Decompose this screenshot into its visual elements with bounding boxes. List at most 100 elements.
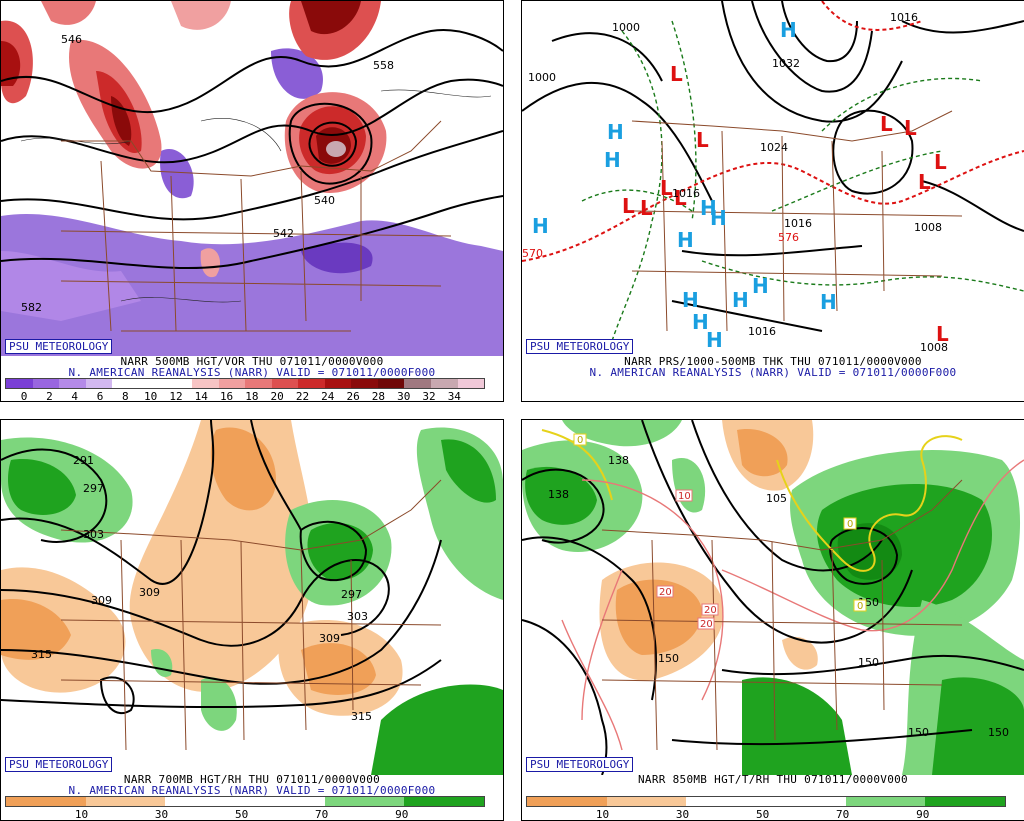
panel-title: NARR 500MB HGT/VOR THU 071011/0000V000 (120, 355, 384, 368)
panel-valid-time: N. AMERICAN REANALYSIS (NARR) VALID = 07… (589, 366, 957, 379)
colorbar-tick-label: 90 (916, 808, 930, 821)
colorbar-swatch (32, 379, 60, 388)
colorbar-tick-label: 34 (447, 390, 461, 403)
svg-text:H: H (732, 288, 749, 312)
svg-text:H: H (607, 120, 624, 144)
colorbar-tick-label: 6 (96, 390, 104, 403)
height-labels: 138 138 105 150 150 150 150 150 (548, 454, 1009, 739)
colorbar-swatch (404, 379, 431, 388)
contour-label: 540 (314, 194, 335, 207)
isobar-labels: 1000 1016 1032 1024 1016 1008 1008 1016 … (522, 11, 948, 354)
colorbar-tick-label: 2 (46, 390, 53, 403)
colorbar-swatch (6, 379, 33, 388)
svg-text:L: L (674, 186, 687, 210)
colorbar-swatch (351, 379, 378, 388)
rh-colorbar (5, 796, 485, 807)
svg-text:315: 315 (31, 648, 52, 661)
colorbar-swatch (165, 797, 246, 806)
colorbar-swatch (845, 797, 926, 806)
svg-text:1016: 1016 (784, 217, 812, 230)
colorbar-swatch (271, 379, 299, 388)
svg-text:H: H (780, 18, 797, 42)
svg-text:1008: 1008 (920, 341, 948, 354)
svg-text:L: L (918, 170, 931, 194)
svg-text:H: H (706, 328, 723, 352)
svg-text:0: 0 (857, 601, 863, 612)
colorbar-tick-label: 8 (122, 390, 129, 403)
colorbar-swatch (245, 379, 272, 388)
svg-text:L: L (880, 112, 893, 136)
colorbar-swatch (191, 379, 219, 388)
svg-text:1000: 1000 (528, 71, 556, 84)
svg-text:138: 138 (608, 454, 629, 467)
panel-title: NARR 850MB HGT/T/RH THU 071011/0000V000 (638, 773, 908, 786)
colorbar-tick-label: 16 (219, 390, 234, 403)
colorbar-tick-label: 20 (270, 390, 284, 403)
colorbar-swatch (85, 379, 113, 388)
svg-text:1016: 1016 (748, 325, 776, 338)
colorbar-swatch (324, 379, 352, 388)
svg-text:138: 138 (548, 488, 569, 501)
colorbar-tick-label: 22 (295, 390, 310, 403)
svg-text:303: 303 (347, 610, 368, 623)
svg-text:L: L (640, 196, 653, 220)
colorbar-tick-label: 30 (675, 808, 690, 821)
colorbar-tick-label: 30 (154, 808, 169, 821)
svg-text:H: H (692, 310, 709, 334)
rh-colorbar-ticks: 10 30 50 70 90 (5, 808, 483, 821)
svg-text:303: 303 (83, 528, 104, 541)
svg-text:H: H (532, 214, 549, 238)
rh700-map: 291 297 303 309 309 297 309 303 315 315 (1, 420, 503, 775)
colorbar-swatch (457, 379, 485, 388)
panel-500mb-vorticity: 546 558 540 542 582 PSU METEOROLOGY NARR… (0, 0, 504, 403)
svg-text:150: 150 (658, 652, 679, 665)
svg-text:20: 20 (700, 619, 713, 630)
svg-text:H: H (682, 288, 699, 312)
colorbar-tick-label: 10 (74, 808, 89, 821)
colorbar-tick-label: 12 (169, 390, 183, 403)
low-pressure-markers: L L L L L L L L L L L (622, 62, 949, 346)
colorbar-tick-label: 32 (422, 390, 436, 403)
colorbar-swatch (686, 797, 767, 806)
svg-text:1016: 1016 (890, 11, 918, 24)
colorbar-swatch (377, 379, 405, 388)
svg-text:20: 20 (659, 587, 672, 598)
colorbar-swatch (527, 797, 607, 806)
panel-valid-time: N. AMERICAN REANALYSIS (NARR) VALID = 07… (68, 366, 436, 379)
svg-text:309: 309 (139, 586, 160, 599)
svg-text:309: 309 (91, 594, 112, 607)
svg-text:150: 150 (858, 656, 879, 669)
svg-text:0: 0 (577, 435, 583, 446)
svg-text:570: 570 (522, 247, 543, 260)
panel-title: NARR PRS/1000-500MB THK THU 071011/0000V… (624, 355, 922, 368)
contour-label: 558 (373, 59, 394, 72)
colorbar-swatch (404, 797, 485, 806)
svg-text:315: 315 (351, 710, 372, 723)
colorbar-swatch (6, 797, 86, 806)
credit-label: PSU METEOROLOGY (5, 757, 113, 772)
panel-title: NARR 700MB HGT/RH THU 071011/0000V000 (123, 773, 381, 786)
svg-text:291: 291 (73, 454, 94, 467)
colorbar-tick-label: 90 (395, 808, 409, 821)
svg-text:10: 10 (678, 491, 691, 502)
credit-label: PSU METEOROLOGY (526, 757, 634, 772)
svg-text:H: H (700, 196, 717, 220)
svg-text:L: L (696, 128, 709, 152)
colorbar-tick-label: 24 (321, 390, 335, 403)
svg-text:H: H (752, 274, 769, 298)
colorbar-tick-label: 26 (346, 390, 360, 403)
rh-colorbar (526, 796, 1006, 807)
colorbar-tick-label: 50 (234, 808, 249, 821)
colorbar-tick-label: 18 (245, 390, 259, 403)
colorbar-tick-label: 10 (595, 808, 610, 821)
svg-text:L: L (670, 62, 683, 86)
colorbar-swatch (112, 379, 139, 388)
svg-text:1032: 1032 (772, 57, 800, 70)
svg-text:297: 297 (341, 588, 362, 601)
svg-text:1000: 1000 (612, 21, 640, 34)
colorbar-tick-label: 14 (194, 390, 208, 403)
height-labels: 291 297 303 309 309 297 309 303 315 315 (31, 454, 372, 723)
colorbar-swatch (138, 379, 166, 388)
colorbar-swatch (218, 379, 246, 388)
panel-850mb-rh-temp: 138 138 105 150 150 150 150 150 0 10 20 … (521, 419, 1024, 821)
